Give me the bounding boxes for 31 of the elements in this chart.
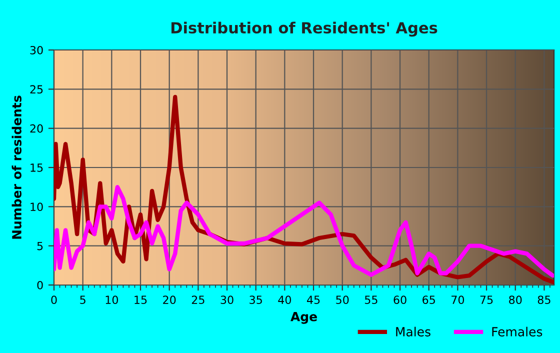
x-tick-label: 20 — [163, 296, 176, 304]
x-tick-label: 60 — [394, 296, 406, 304]
x-tick-label: 85 — [538, 296, 550, 304]
y-tick-label: 15 — [30, 164, 43, 172]
y-tick-label: 10 — [30, 202, 43, 212]
legend-label: Males — [396, 326, 430, 336]
y-tick-label: 25 — [30, 85, 43, 94]
x-tick-label: 40 — [278, 296, 292, 304]
x-tick-label: 65 — [422, 296, 435, 304]
x-tick-label: 25 — [192, 296, 204, 304]
x-tick-label: 75 — [480, 296, 493, 304]
chart-title: Distribution of Residents' Ages — [171, 22, 438, 37]
x-tick-label: 50 — [336, 296, 349, 304]
x-tick-label: 45 — [306, 296, 320, 304]
y-tick-label: 5 — [37, 242, 43, 250]
x-tick-label: 70 — [452, 296, 464, 304]
x-tick-label: 0 — [51, 296, 57, 304]
x-axis-title: Age — [290, 312, 317, 324]
x-tick-label: 15 — [134, 296, 147, 304]
x-tick-label: 35 — [250, 296, 262, 304]
line-series — [54, 185, 554, 278]
x-tick-label: 55 — [364, 296, 378, 304]
x-tick-label: 80 — [509, 296, 522, 304]
y-tick-label: 30 — [30, 46, 43, 54]
y-tick-label: 20 — [30, 124, 43, 133]
y-tick-label: 0 — [37, 280, 43, 290]
x-tick-label: 10 — [106, 296, 118, 304]
legend-label: Females — [492, 326, 542, 336]
y-axis-title: Number of residents — [12, 96, 22, 239]
x-tick-label: 5 — [80, 296, 86, 304]
x-tick-label: 30 — [220, 296, 234, 304]
